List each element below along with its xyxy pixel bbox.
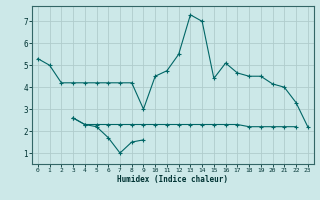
X-axis label: Humidex (Indice chaleur): Humidex (Indice chaleur) (117, 175, 228, 184)
